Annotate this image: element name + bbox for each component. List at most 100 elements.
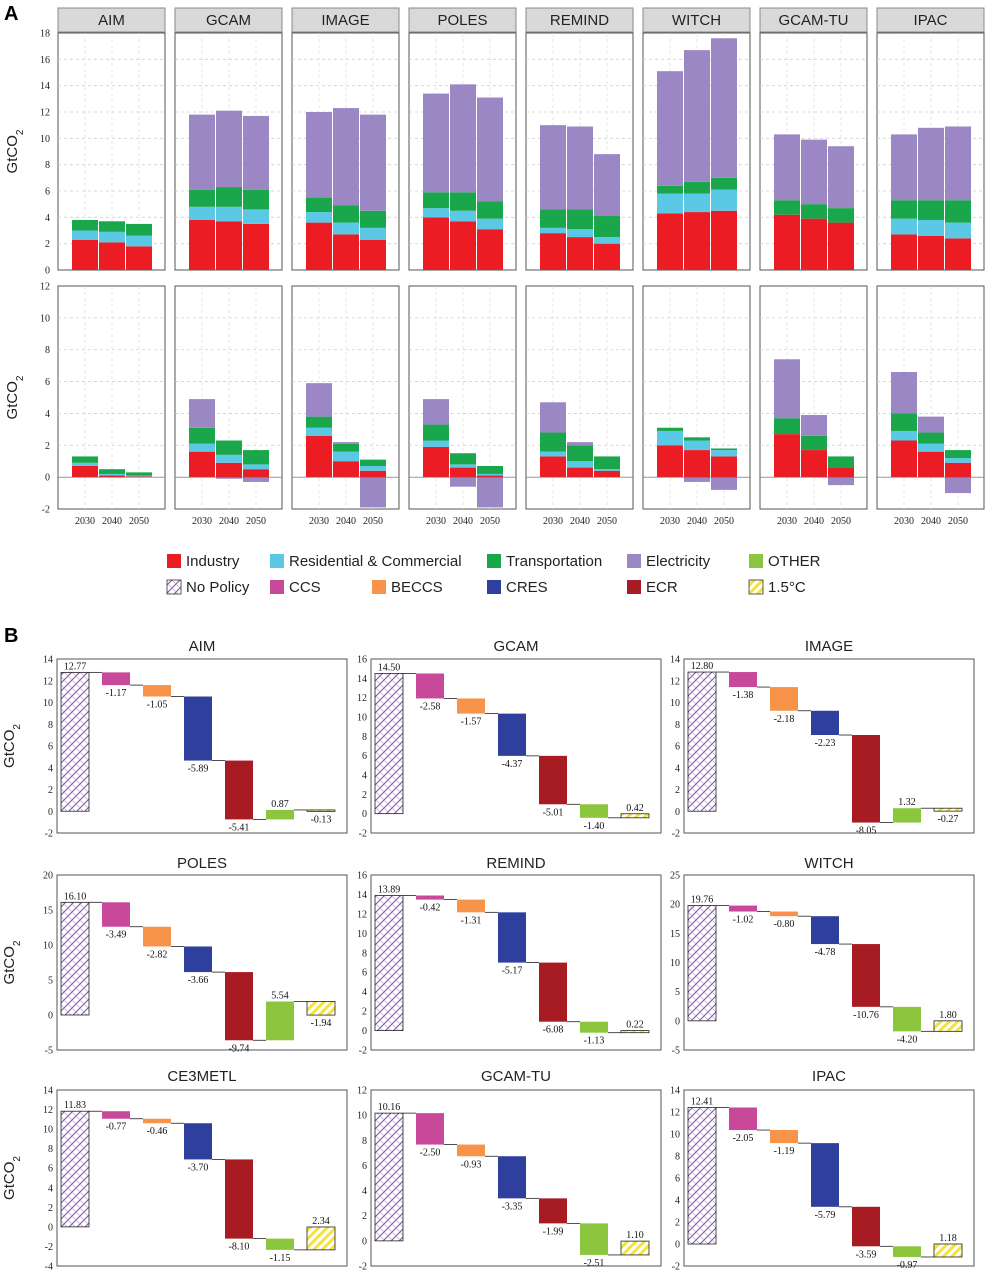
bar-electricity-2040 — [333, 442, 359, 444]
data-label-beccs: -0.46 — [147, 1126, 168, 1137]
waterfall-bar-cres — [184, 946, 212, 973]
data-label-ecr: -6.08 — [543, 1025, 564, 1036]
legend-swatch — [487, 554, 501, 568]
waterfall-bar-cres — [498, 1156, 526, 1199]
panel-a-top-image: IMAGE — [291, 7, 400, 271]
y-tick-label: 10 — [43, 941, 53, 952]
data-label-ecr: -3.59 — [856, 1249, 877, 1260]
data-label-ecr: -9.74 — [229, 1043, 250, 1054]
waterfall-gcam: GCAM -2 0 2 4 6 8 10 12 14 16 14.50 -2.58 -1.57 -4.37 -… — [357, 638, 662, 840]
x-tick-label: 2050 — [714, 516, 734, 527]
waterfall-bar-beccs — [457, 698, 485, 714]
y-tick-label: 12 — [43, 1105, 53, 1116]
y-tick-label: 8 — [675, 1152, 680, 1163]
waterfall-bar-ccs — [416, 895, 444, 900]
y-tick-label: 2 — [48, 1203, 53, 1214]
bar-electricity-2040 — [918, 416, 944, 433]
y-tick-label: -2 — [359, 1046, 367, 1057]
legend-item-no-policy: No Policy — [166, 579, 250, 596]
data-label-other: -0.97 — [897, 1260, 918, 1271]
bar-industry-2030 — [657, 445, 683, 478]
bar-industry-2040 — [99, 242, 125, 270]
waterfall-bar-beccs — [770, 1130, 798, 1144]
x-tick-label: 2040 — [804, 516, 824, 527]
x-tick-label: 2050 — [831, 516, 851, 527]
waterfall-bar-beccs — [143, 685, 171, 697]
waterfall-bar-ecr — [225, 1159, 253, 1239]
y-tick-label: 0 — [362, 809, 367, 820]
bar-transportation-2030 — [774, 200, 800, 215]
bar-industry-2050 — [477, 229, 503, 270]
waterfall-bar-ecr — [225, 972, 253, 1041]
y-tick-label: 14 — [43, 655, 53, 666]
legend-swatch — [749, 554, 763, 568]
bar-industry-2040 — [567, 467, 593, 478]
y-tick-label: 6 — [362, 1161, 367, 1172]
data-label-other: -2.51 — [584, 1258, 605, 1269]
bar-residential-commercial-2040 — [333, 222, 359, 235]
data-label-no-policy: 12.41 — [691, 1096, 714, 1107]
bar-transportation-2030 — [189, 189, 215, 207]
x-tick-label: 2050 — [948, 516, 968, 527]
data-label-beccs: -1.57 — [461, 717, 482, 728]
waterfall-bar-cres — [184, 1123, 212, 1160]
waterfall-bar-other — [266, 1001, 294, 1041]
bar-industry-2030 — [891, 234, 917, 270]
bar-transportation-2030 — [657, 185, 683, 194]
y-tick-label: 20 — [670, 900, 680, 911]
y-tick-label: 6 — [45, 187, 50, 198]
waterfall-bar-1-5-c — [620, 1030, 650, 1034]
bar-residential-commercial-2040 — [99, 231, 125, 243]
data-label-ccs: -3.49 — [106, 930, 127, 941]
bar-industry-2030 — [189, 219, 215, 270]
y-tick-label: 8 — [362, 1136, 367, 1147]
bar-transportation-2050 — [126, 472, 152, 476]
waterfall-bar-1-5-c — [620, 1240, 650, 1256]
bar-transportation-2050 — [360, 210, 386, 228]
y-axis-label-b-subscript: 2 — [12, 724, 23, 730]
x-tick-label: 2030 — [543, 516, 563, 527]
y-tick-label: 12 — [40, 282, 50, 293]
waterfall-bar-no-policy — [60, 1110, 90, 1228]
facet-strip — [291, 7, 400, 33]
data-label-cres: -5.89 — [188, 764, 209, 775]
y-tick-label: 0 — [362, 1026, 367, 1037]
bar-residential-commercial-2030 — [657, 193, 683, 214]
bar-transportation-2030 — [306, 416, 332, 428]
legend-label: Transportation — [506, 553, 602, 570]
bar-electricity-2040 — [918, 127, 944, 201]
bar-transportation-2040 — [216, 440, 242, 455]
data-label-ccs: -2.50 — [420, 1148, 441, 1159]
data-label-ccs: -1.17 — [106, 688, 127, 699]
y-tick-label: -2 — [359, 829, 367, 840]
data-label-no-policy: 14.50 — [378, 663, 401, 674]
data-label-ccs: -1.38 — [733, 690, 754, 701]
waterfall-title: IPAC — [812, 1068, 846, 1085]
bar-residential-commercial-2050 — [945, 458, 971, 463]
waterfall-bar-other — [266, 809, 294, 820]
bar-electricity-2030 — [189, 399, 215, 428]
y-tick-label: 10 — [43, 1125, 53, 1136]
y-tick-label: 16 — [357, 655, 367, 666]
y-tick-label: 10 — [357, 929, 367, 940]
bar-transportation-2030 — [72, 219, 98, 231]
bar-residential-commercial-2030 — [891, 218, 917, 235]
y-tick-label: 6 — [45, 377, 50, 388]
legend-label: 1.5°C — [768, 579, 806, 596]
bar-transportation-2040 — [684, 181, 710, 194]
panel-b: AIM -2 0 2 4 6 8 10 12 14 12.77 -1.17 -1.05 -5.89 -5.4… — [1, 638, 975, 1273]
waterfall-bar-ccs — [729, 672, 757, 688]
waterfall-image: IMAGE -2 0 2 4 6 8 10 12 14 12.80 -1.38 -2.18 -2.23 -8… — [670, 638, 975, 840]
bar-residential-commercial-2030 — [540, 451, 566, 457]
y-tick-label: 0 — [45, 266, 50, 277]
y-tick-label: 12 — [357, 693, 367, 704]
waterfall-title: GCAM — [494, 638, 539, 655]
bar-electricity-2050 — [477, 97, 503, 202]
data-label-cres: -2.23 — [815, 738, 836, 749]
facet-title: POLES — [437, 12, 487, 29]
y-tick-label: -2 — [42, 505, 50, 516]
bar-residential-commercial-2040 — [333, 451, 359, 462]
legend-item-transportation: Transportation — [487, 553, 602, 570]
y-axis-label-a-top-text: GtCO2 — [4, 129, 26, 173]
waterfall-bar-beccs — [770, 911, 798, 917]
